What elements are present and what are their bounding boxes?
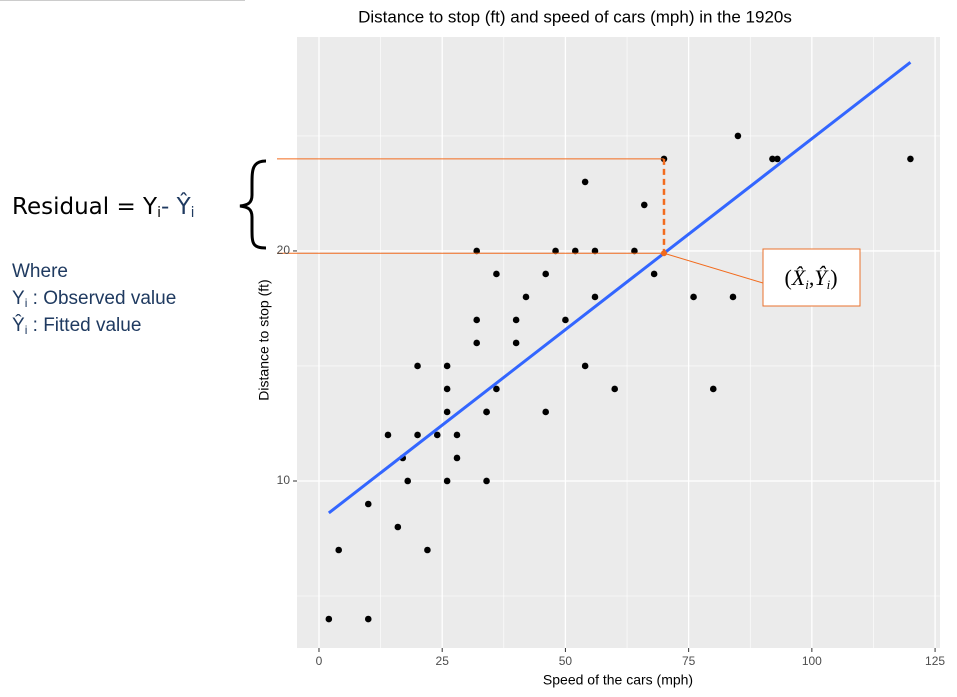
point	[414, 362, 421, 370]
point	[404, 477, 411, 485]
point	[414, 431, 421, 439]
label-connector	[663, 252, 764, 284]
point	[512, 339, 520, 347]
x-tick-label: 0	[316, 654, 323, 668]
point	[769, 155, 776, 163]
point	[493, 270, 500, 278]
point	[581, 362, 589, 370]
point	[364, 615, 372, 623]
marks	[277, 61, 914, 623]
point	[433, 431, 441, 439]
point	[424, 546, 431, 554]
point	[473, 339, 481, 347]
point	[443, 362, 451, 370]
x-tick-label: 100	[802, 654, 822, 668]
point	[453, 454, 461, 462]
point	[473, 316, 481, 324]
point	[394, 523, 402, 531]
point	[734, 132, 742, 140]
y-axis-label: Distance to stop (ft)	[256, 279, 272, 400]
x-tick-label: 50	[559, 654, 573, 668]
brace	[239, 159, 267, 250]
point	[611, 385, 619, 393]
observed-text: Yi : Observed value	[12, 288, 176, 310]
point-label: (X̂i,Ŷi)	[784, 265, 837, 292]
point	[512, 316, 520, 324]
chart-title: Distance to stop (ft) and speed of cars …	[358, 7, 792, 26]
point	[640, 201, 648, 209]
plot-panel	[297, 37, 940, 648]
y-tick-label: 20	[277, 243, 291, 257]
point	[443, 385, 451, 393]
point	[581, 178, 589, 186]
point	[552, 247, 559, 255]
x-axis-label: Speed of the cars (mph)	[543, 672, 693, 688]
point	[443, 477, 451, 485]
point	[335, 546, 342, 554]
point	[562, 316, 569, 324]
point	[483, 477, 490, 485]
point	[542, 270, 550, 278]
point	[542, 408, 550, 416]
point	[591, 293, 599, 301]
x-tick-label: 25	[436, 654, 450, 668]
point	[690, 293, 697, 301]
point	[443, 408, 451, 416]
point	[453, 431, 461, 439]
point	[907, 155, 914, 163]
point	[483, 408, 490, 416]
point	[364, 500, 372, 508]
x-tick-label: 75	[682, 654, 696, 668]
x-tick-label: 125	[925, 654, 945, 668]
point	[591, 247, 599, 255]
point	[774, 155, 781, 163]
point	[493, 385, 500, 393]
fitted-text: Ŷi : Fitted value	[12, 314, 141, 337]
point	[631, 247, 638, 255]
point	[325, 615, 333, 623]
fit-line	[327, 61, 912, 515]
point	[522, 293, 530, 301]
where-text: Where	[12, 261, 68, 282]
point	[571, 247, 579, 255]
point	[384, 431, 392, 439]
point	[473, 247, 481, 255]
y-tick-label: 10	[277, 473, 291, 487]
residual-formula: Residual = Yi- Ŷi	[12, 192, 195, 222]
point	[729, 293, 737, 301]
point	[650, 270, 658, 278]
point	[709, 385, 717, 393]
point-label-box	[762, 248, 861, 307]
